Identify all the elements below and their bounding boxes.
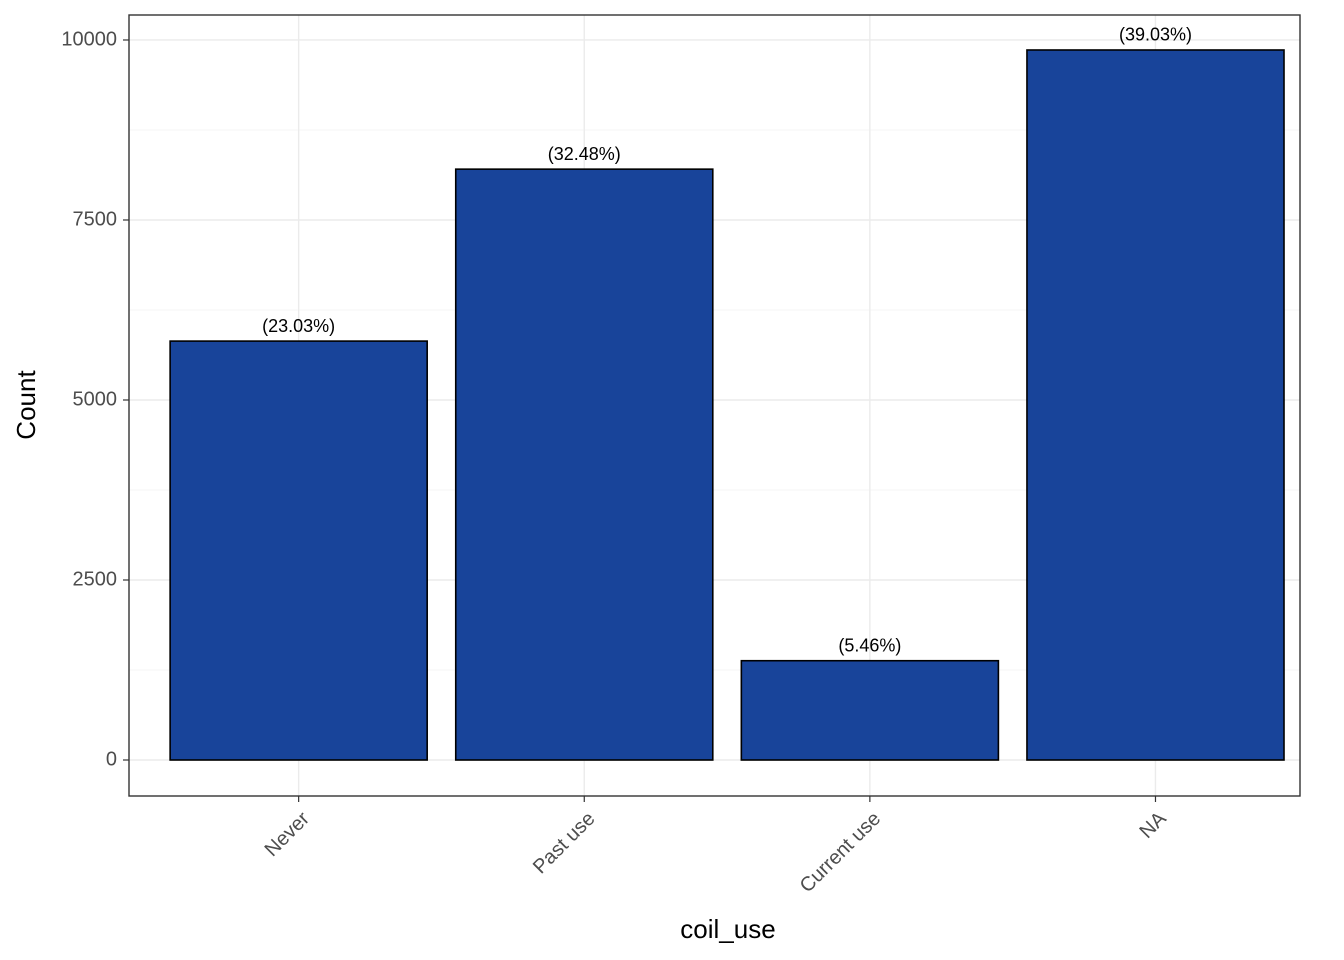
y-tick-label: 0 bbox=[106, 748, 117, 770]
bar bbox=[740, 659, 1000, 761]
x-tick-label: Past use bbox=[529, 808, 600, 879]
bar bbox=[1026, 49, 1285, 761]
x-axis-title: coil_use bbox=[680, 914, 775, 944]
bar-label: (32.48%) bbox=[548, 144, 621, 164]
bar-label: (5.46%) bbox=[838, 635, 901, 655]
bar-label: (39.03%) bbox=[1119, 25, 1192, 45]
x-tick-label: Never bbox=[261, 807, 315, 861]
y-tick-label: 7500 bbox=[73, 208, 118, 230]
bar bbox=[169, 340, 428, 761]
bar bbox=[454, 168, 714, 761]
bar-label: (23.03%) bbox=[262, 316, 335, 336]
y-tick-label: 5000 bbox=[73, 388, 118, 410]
x-tick-label: NA bbox=[1136, 807, 1172, 843]
plot-border bbox=[128, 14, 1301, 797]
x-tick-label: Current use bbox=[796, 808, 885, 897]
y-tick-label: 2500 bbox=[73, 568, 118, 590]
y-axis-title: Count bbox=[11, 370, 41, 440]
y-tick-label: 10000 bbox=[61, 28, 117, 50]
